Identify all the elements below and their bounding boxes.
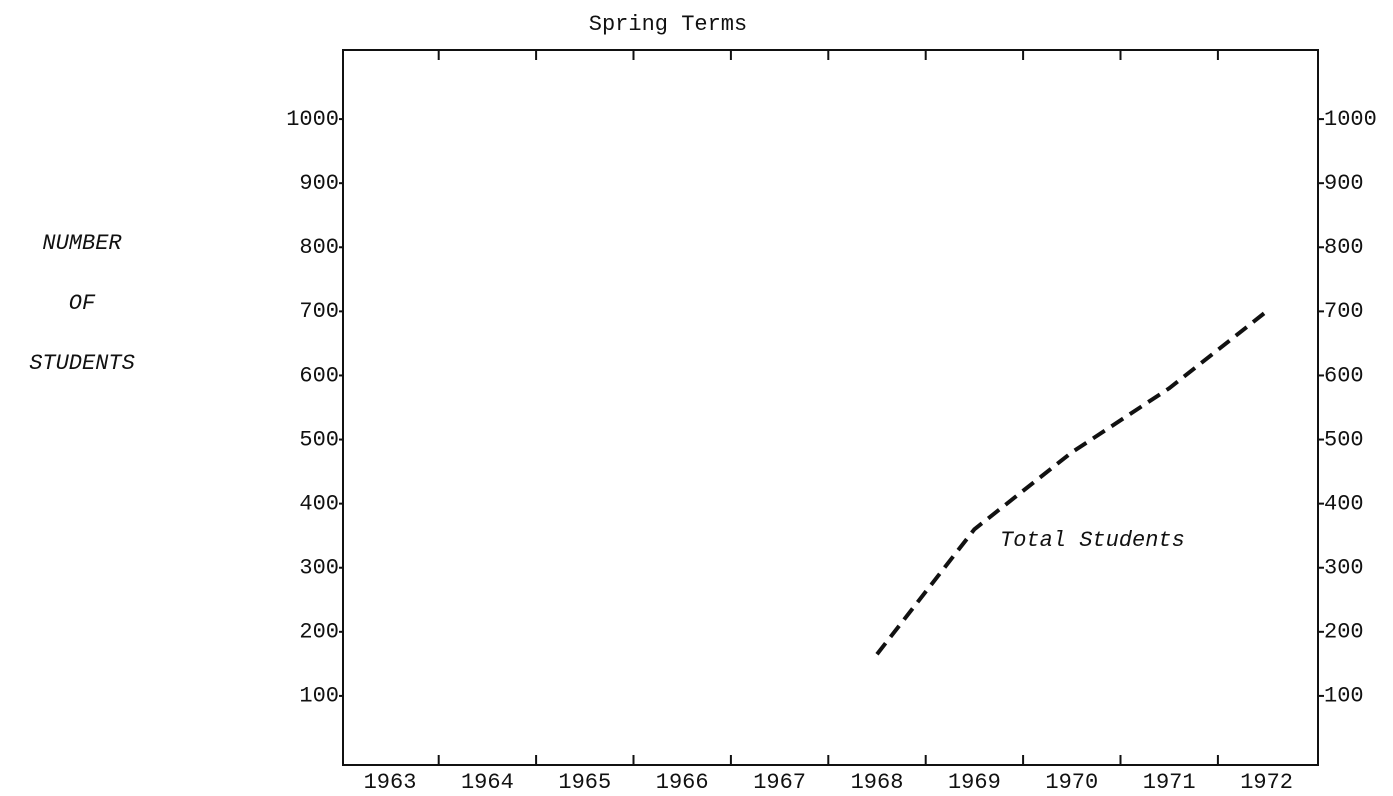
data-line bbox=[875, 309, 1268, 656]
x-tick-label: 1963 bbox=[364, 770, 417, 795]
y2-tick-label: 1000 bbox=[1324, 107, 1377, 132]
y2-tick-label: 300 bbox=[1324, 556, 1364, 581]
y2-tick-label: 800 bbox=[1324, 235, 1364, 260]
x-tick-label: 1964 bbox=[461, 770, 514, 795]
y-tick-label: 800 bbox=[299, 235, 339, 260]
y-axis-label: STUDENTS bbox=[29, 351, 135, 376]
y-tick-label: 500 bbox=[299, 427, 339, 452]
y-tick-label: 1000 bbox=[286, 107, 339, 132]
y-axis-label: NUMBER bbox=[42, 231, 122, 256]
x-tick-label: 1965 bbox=[558, 770, 611, 795]
y-tick-label: 200 bbox=[299, 620, 339, 645]
x-tick-label: 1971 bbox=[1143, 770, 1196, 795]
y-axis-label: OF bbox=[69, 291, 96, 316]
y-tick-label: 700 bbox=[299, 299, 339, 324]
plot-frame bbox=[342, 49, 1319, 766]
y2-tick-label: 700 bbox=[1324, 299, 1364, 324]
x-tick-label: 1968 bbox=[851, 770, 904, 795]
chart-title: Spring Terms bbox=[589, 12, 747, 37]
x-tick-label: 1967 bbox=[753, 770, 806, 795]
y-tick-label: 400 bbox=[299, 491, 339, 516]
x-tick-label: 1966 bbox=[656, 770, 709, 795]
y-tick-label: 600 bbox=[299, 363, 339, 388]
y2-tick-label: 400 bbox=[1324, 491, 1364, 516]
x-tick-label: 1969 bbox=[948, 770, 1001, 795]
y-tick-label: 100 bbox=[299, 684, 339, 709]
series-label: Total Students bbox=[1000, 528, 1185, 553]
y2-tick-label: 500 bbox=[1324, 427, 1364, 452]
y-tick-label: 900 bbox=[299, 171, 339, 196]
y2-tick-label: 200 bbox=[1324, 620, 1364, 645]
y-tick-label: 300 bbox=[299, 556, 339, 581]
x-tick-label: 1970 bbox=[1045, 770, 1098, 795]
y2-tick-label: 100 bbox=[1324, 684, 1364, 709]
x-tick-label: 1972 bbox=[1240, 770, 1293, 795]
y2-tick-label: 900 bbox=[1324, 171, 1364, 196]
y2-tick-label: 600 bbox=[1324, 363, 1364, 388]
